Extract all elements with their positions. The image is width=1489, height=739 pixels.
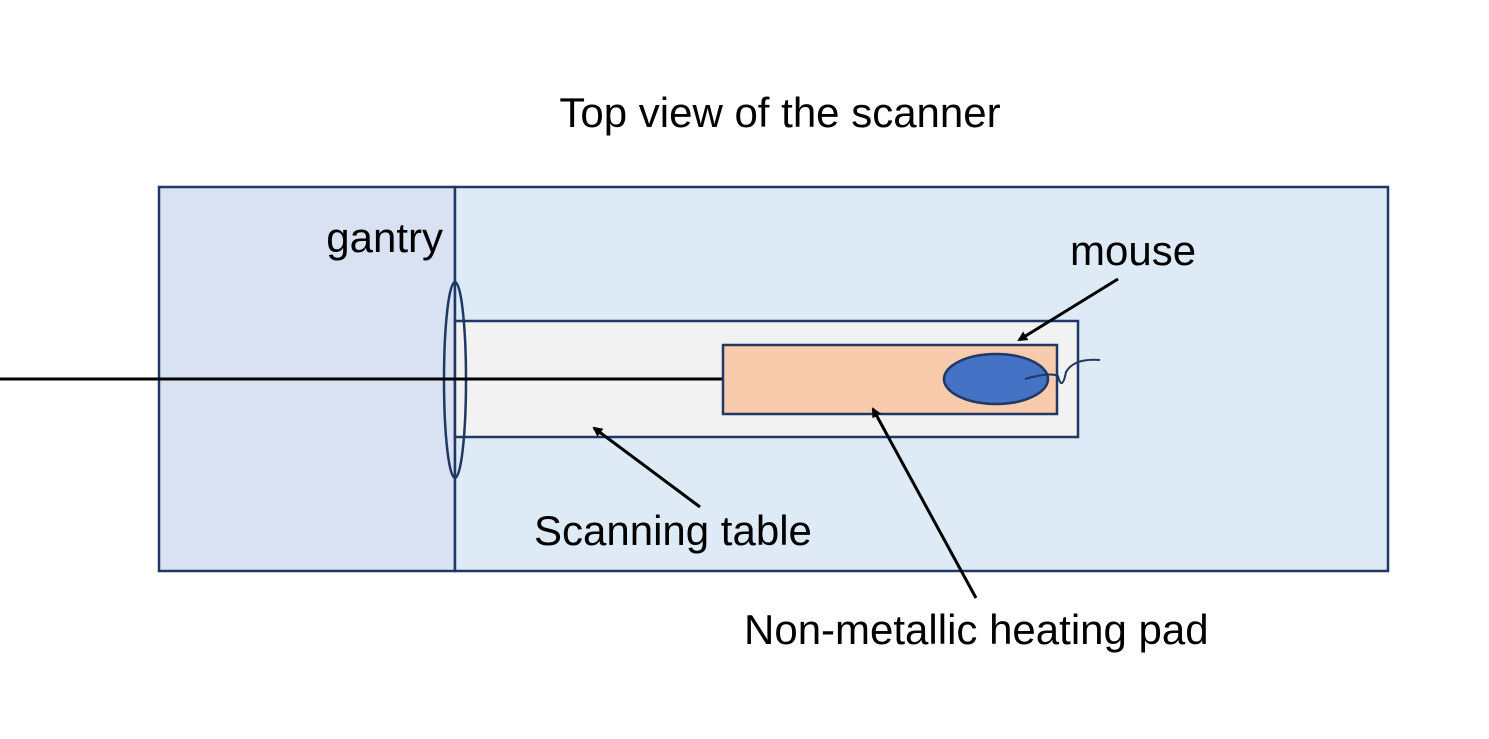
mouse-label: mouse [1070, 227, 1196, 274]
mouse-arrow [1017, 277, 1119, 342]
scanning-table-arrow [592, 426, 701, 509]
gantry-label: gantry [326, 214, 443, 261]
mouse-body [942, 352, 1050, 406]
heating-pad-label: Non-metallic heating pad [744, 606, 1209, 653]
scanning-table-label: Scanning table [534, 507, 812, 554]
heating-pad-arrow [871, 407, 978, 599]
diagram-title: Top view of the scanner [559, 89, 1000, 136]
mouse-tail [1024, 358, 1101, 384]
